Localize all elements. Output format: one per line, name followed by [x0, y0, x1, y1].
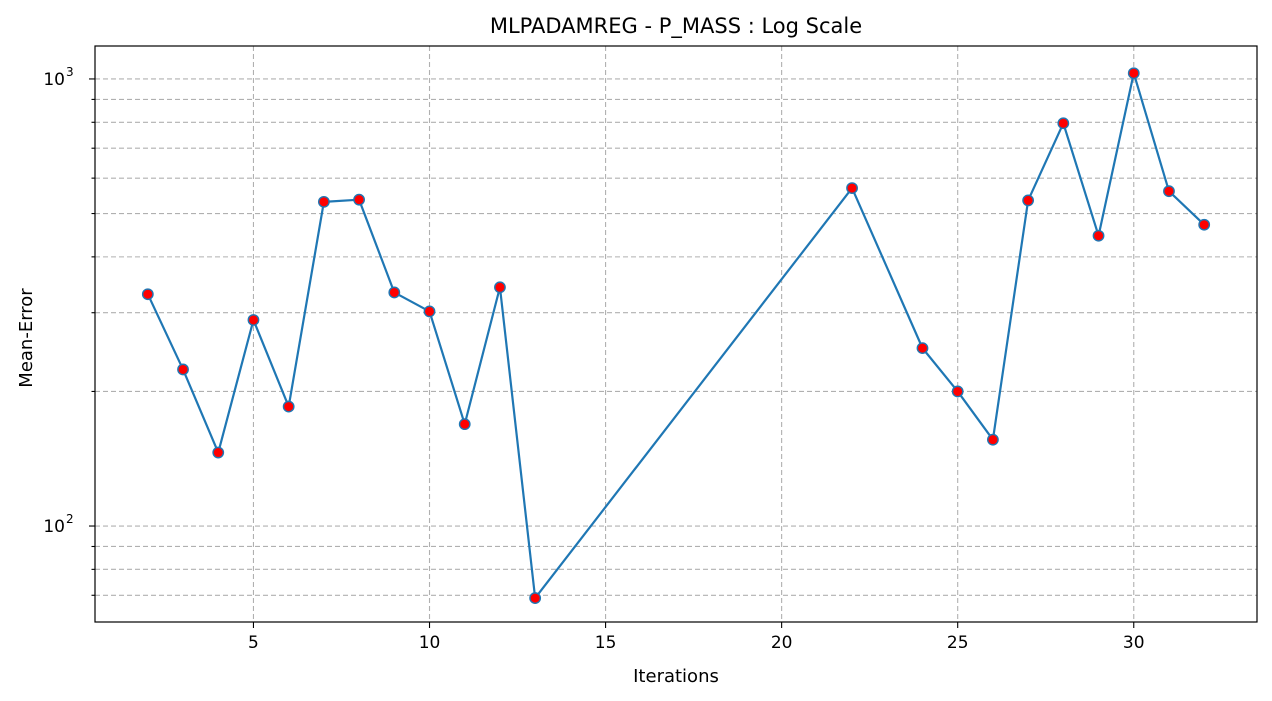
chart-title: MLPADAMREG - P_MASS : Log Scale [490, 14, 862, 39]
x-axis-label: Iterations [633, 666, 719, 687]
data-point [951, 385, 964, 398]
data-point [423, 305, 436, 318]
y-axis-label: Mean-Error [16, 288, 37, 388]
x-tick-label: 25 [947, 633, 969, 653]
grid-lines [95, 46, 1257, 622]
series-line [146, 72, 1205, 600]
data-point [1163, 185, 1175, 198]
y-tick-label-exponent: 3 [66, 65, 74, 79]
data-point [494, 281, 506, 294]
plot-frame [94, 45, 1258, 623]
data-point [353, 193, 365, 206]
y-tick-label-exponent: 2 [66, 512, 74, 526]
y-tick-label: 10 [43, 517, 65, 537]
y-tick-label: 10 [43, 70, 65, 90]
data-point [1022, 194, 1035, 207]
data-point [916, 342, 929, 355]
data-point [1198, 218, 1211, 231]
data-point [388, 286, 401, 299]
data-point [1057, 117, 1070, 130]
data-point [247, 314, 260, 326]
data-point [529, 592, 542, 604]
data-point [212, 446, 225, 459]
data-point [458, 418, 471, 431]
x-tick-label: 5 [248, 633, 259, 653]
data-point [1127, 67, 1140, 80]
data-point [1092, 229, 1105, 242]
data-point [846, 182, 858, 194]
y-tick-label-base: 10 [43, 70, 65, 90]
data-point [141, 288, 154, 301]
x-tick-label: 20 [771, 633, 793, 653]
data-point [317, 195, 330, 208]
x-tick-label: 30 [1123, 633, 1145, 653]
x-tick-label: 15 [595, 633, 617, 653]
data-point [282, 400, 295, 413]
x-tick-label: 10 [419, 633, 441, 653]
series-layer [141, 67, 1211, 604]
y-tick-label-base: 10 [43, 517, 65, 537]
data-point [987, 433, 999, 446]
data-point [177, 363, 189, 376]
